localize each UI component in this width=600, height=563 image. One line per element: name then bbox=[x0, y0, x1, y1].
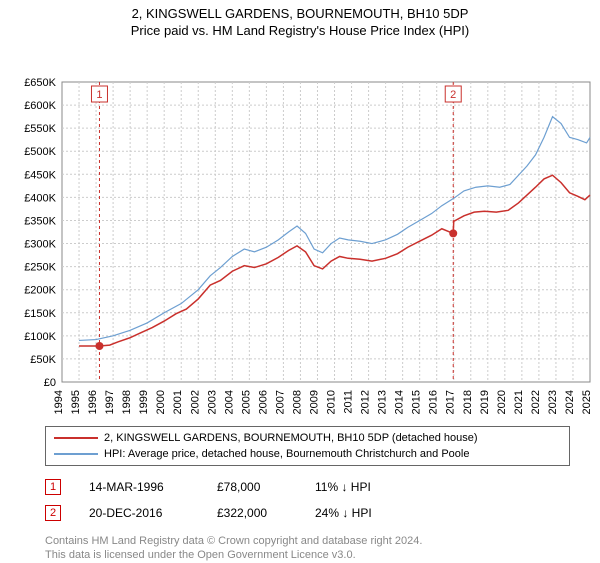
svg-text:£50K: £50K bbox=[30, 354, 56, 366]
legend-row-hpi: HPI: Average price, detached house, Bour… bbox=[54, 446, 561, 462]
marker-badge: 2 bbox=[45, 505, 61, 521]
legend-row-property: 2, KINGSWELL GARDENS, BOURNEMOUTH, BH10 … bbox=[54, 430, 561, 446]
svg-text:£650K: £650K bbox=[24, 77, 56, 89]
svg-text:1997: 1997 bbox=[104, 390, 116, 414]
legend: 2, KINGSWELL GARDENS, BOURNEMOUTH, BH10 … bbox=[45, 426, 570, 466]
marker-date: 14-MAR-1996 bbox=[89, 480, 189, 494]
svg-text:1998: 1998 bbox=[121, 390, 133, 414]
svg-text:£300K: £300K bbox=[24, 239, 56, 251]
svg-text:2023: 2023 bbox=[547, 390, 559, 414]
svg-text:2021: 2021 bbox=[513, 390, 525, 414]
svg-text:2013: 2013 bbox=[377, 390, 389, 414]
title-line-1: 2, KINGSWELL GARDENS, BOURNEMOUTH, BH10 … bbox=[0, 6, 600, 21]
svg-text:2017: 2017 bbox=[445, 390, 457, 414]
svg-text:2012: 2012 bbox=[360, 390, 372, 414]
svg-text:1999: 1999 bbox=[138, 390, 150, 414]
marker-price: £78,000 bbox=[217, 480, 287, 494]
svg-text:2020: 2020 bbox=[496, 390, 508, 414]
marker-date: 20-DEC-2016 bbox=[89, 506, 189, 520]
svg-text:£600K: £600K bbox=[24, 100, 56, 112]
svg-text:£0: £0 bbox=[44, 377, 56, 389]
svg-text:1996: 1996 bbox=[87, 390, 99, 414]
svg-text:2016: 2016 bbox=[428, 390, 440, 414]
svg-text:2008: 2008 bbox=[291, 390, 303, 414]
svg-text:£250K: £250K bbox=[24, 262, 56, 274]
svg-text:2002: 2002 bbox=[189, 390, 201, 414]
svg-text:2001: 2001 bbox=[172, 390, 184, 414]
license-line-1: Contains HM Land Registry data © Crown c… bbox=[45, 534, 570, 548]
legend-label: HPI: Average price, detached house, Bour… bbox=[104, 448, 469, 460]
svg-text:2019: 2019 bbox=[479, 390, 491, 414]
svg-text:£550K: £550K bbox=[24, 123, 56, 135]
svg-text:2025: 2025 bbox=[581, 390, 593, 414]
marker-pct: 24% ↓ HPI bbox=[315, 506, 425, 520]
marker-pct: 11% ↓ HPI bbox=[315, 480, 425, 494]
svg-text:£450K: £450K bbox=[24, 169, 56, 181]
svg-text:2005: 2005 bbox=[240, 390, 252, 414]
svg-text:£500K: £500K bbox=[24, 146, 56, 158]
svg-text:2018: 2018 bbox=[462, 390, 474, 414]
svg-text:1: 1 bbox=[96, 89, 102, 101]
svg-text:2014: 2014 bbox=[394, 390, 406, 414]
svg-text:£150K: £150K bbox=[24, 308, 56, 320]
svg-text:2000: 2000 bbox=[155, 390, 167, 414]
svg-text:1994: 1994 bbox=[53, 390, 65, 414]
svg-text:2010: 2010 bbox=[326, 390, 338, 414]
legend-swatch bbox=[54, 437, 98, 439]
svg-text:2: 2 bbox=[450, 89, 456, 101]
svg-text:2015: 2015 bbox=[411, 390, 423, 414]
marker-row: 2 20-DEC-2016 £322,000 24% ↓ HPI bbox=[45, 502, 570, 524]
svg-text:2006: 2006 bbox=[257, 390, 269, 414]
svg-text:2004: 2004 bbox=[223, 390, 235, 414]
marker-badge: 1 bbox=[45, 479, 61, 495]
chart-area: £0 £50K £100K £150K £200K £250K £300K £350K £400… bbox=[0, 38, 600, 418]
svg-text:1995: 1995 bbox=[70, 390, 82, 414]
svg-text:2022: 2022 bbox=[530, 390, 542, 414]
marker-price: £322,000 bbox=[217, 506, 287, 520]
title-line-2: Price paid vs. HM Land Registry's House … bbox=[0, 23, 600, 38]
legend-swatch bbox=[54, 453, 98, 455]
svg-text:£100K: £100K bbox=[24, 331, 56, 343]
license-text: Contains HM Land Registry data © Crown c… bbox=[45, 534, 570, 563]
svg-text:2011: 2011 bbox=[343, 390, 355, 414]
chart-page: 2, KINGSWELL GARDENS, BOURNEMOUTH, BH10 … bbox=[0, 0, 600, 563]
svg-text:£200K: £200K bbox=[24, 285, 56, 297]
license-line-2: This data is licensed under the Open Gov… bbox=[45, 548, 570, 562]
svg-text:£400K: £400K bbox=[24, 192, 56, 204]
svg-text:2003: 2003 bbox=[206, 390, 218, 414]
svg-text:2024: 2024 bbox=[564, 390, 576, 414]
marker-row: 1 14-MAR-1996 £78,000 11% ↓ HPI bbox=[45, 476, 570, 498]
legend-label: 2, KINGSWELL GARDENS, BOURNEMOUTH, BH10 … bbox=[104, 432, 478, 444]
svg-text:£350K: £350K bbox=[24, 215, 56, 227]
svg-text:2007: 2007 bbox=[274, 390, 286, 414]
marker-table: 1 14-MAR-1996 £78,000 11% ↓ HPI 2 20-DEC… bbox=[45, 476, 570, 524]
svg-text:2009: 2009 bbox=[308, 390, 320, 414]
